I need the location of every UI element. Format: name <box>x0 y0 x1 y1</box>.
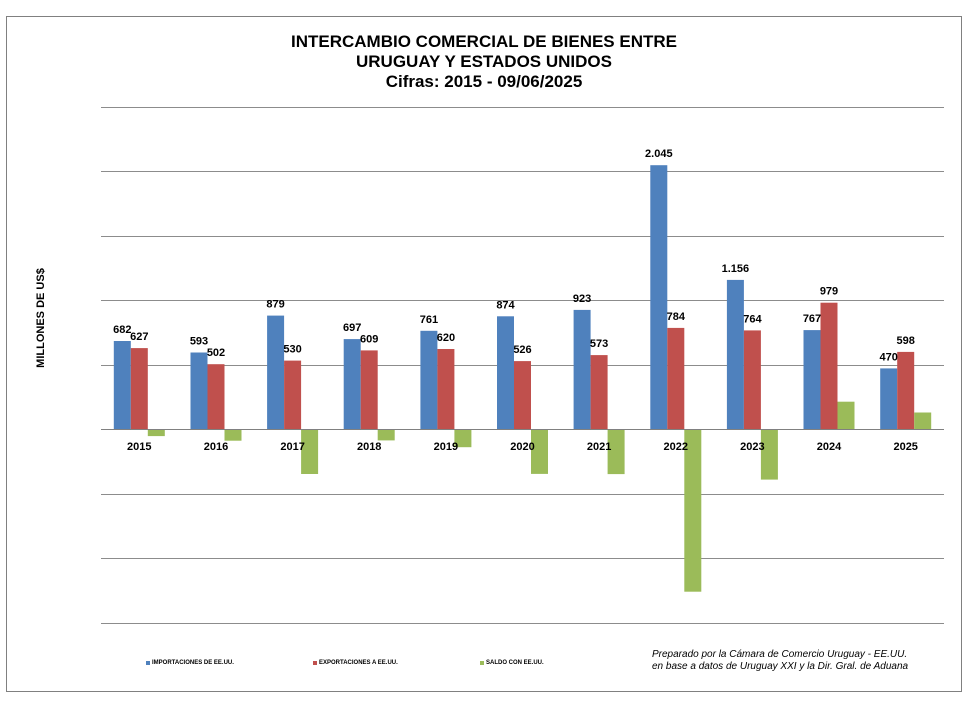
bar-exports-2020 <box>514 361 531 429</box>
data-label-exports-2019: 620 <box>437 332 455 344</box>
bar-balance-2021 <box>607 429 625 475</box>
x-tick-label-2020: 2020 <box>510 441 534 453</box>
chart-title-line-2: URUGUAY Y ESTADOS UNIDOS <box>355 52 612 71</box>
bar-imports-2017 <box>267 315 285 429</box>
bar-exports-2024 <box>820 302 838 429</box>
legend-label-imports: IMPORTACIONES DE EE.UU. <box>152 660 234 666</box>
data-label-exports-2021: 573 <box>590 338 608 350</box>
data-label-imports-2025: 470 <box>880 351 898 363</box>
legend-swatch-balance <box>480 661 484 665</box>
bar-balance-2018 <box>377 429 395 441</box>
data-label-imports-2022: 2.045 <box>645 148 673 160</box>
bar-imports-2016 <box>190 352 208 429</box>
data-label-imports-2017: 879 <box>266 299 284 311</box>
bar-imports-2024 <box>803 330 821 429</box>
data-label-imports-2016: 593 <box>190 336 208 348</box>
data-label-imports-2019: 761 <box>420 314 438 326</box>
data-label-imports-2021: 923 <box>573 293 591 305</box>
bar-exports-2017 <box>284 360 302 429</box>
bar-exports-2015 <box>130 348 148 429</box>
bar-balance-2024 <box>837 401 855 429</box>
legend-label-balance: SALDO CON EE.UU. <box>486 660 544 666</box>
x-tick-label-2022: 2022 <box>664 441 688 453</box>
x-tick-label-2016: 2016 <box>204 441 228 453</box>
data-label-imports-2020: 874 <box>496 299 515 311</box>
source-note-line-2: en base a datos de Uruguay XXI y la Dir.… <box>652 661 909 672</box>
data-label-exports-2025: 598 <box>897 335 915 347</box>
bar-balance-2015 <box>147 429 165 437</box>
bar-imports-2018 <box>343 339 361 429</box>
legend-item-exports: EXPORTACIONES A EE.UU. <box>313 660 398 666</box>
bar-exports-2016 <box>207 364 225 429</box>
legend-label-exports: EXPORTACIONES A EE.UU. <box>319 660 398 666</box>
bar-balance-2019 <box>454 429 472 448</box>
bar-balance-2016 <box>224 429 242 441</box>
data-label-exports-2018: 609 <box>360 333 378 345</box>
bar-exports-2023 <box>743 330 761 429</box>
data-label-exports-2023: 764 <box>743 313 762 325</box>
data-label-exports-2015: 627 <box>130 331 148 343</box>
data-label-exports-2024: 979 <box>820 286 838 298</box>
bar-imports-2021 <box>573 309 591 429</box>
data-label-imports-2024: 767 <box>803 313 821 325</box>
source-note-line-1: Preparado por la Cámara de Comercio Urug… <box>652 649 908 660</box>
bar-imports-2025 <box>880 368 898 429</box>
x-tick-label-2021: 2021 <box>587 441 611 453</box>
data-label-exports-2020: 526 <box>513 344 531 356</box>
legend-swatch-exports <box>313 661 317 665</box>
bar-exports-2021 <box>590 355 608 429</box>
bar-exports-2022 <box>667 327 685 429</box>
bar-imports-2022 <box>650 165 668 429</box>
x-tick-label-2025: 2025 <box>893 441 917 453</box>
bar-balance-2023 <box>760 429 778 480</box>
bar-balance-2017 <box>301 429 319 474</box>
x-tick-label-2018: 2018 <box>357 441 381 453</box>
chart-subtitle: Cifras: 2015 - 09/06/2025 <box>385 72 583 91</box>
x-tick-label-2024: 2024 <box>817 441 842 453</box>
legend-item-balance: SALDO CON EE.UU. <box>480 660 544 666</box>
bar-imports-2019 <box>420 330 438 429</box>
data-label-imports-2023: 1.156 <box>722 263 750 275</box>
chart-frame <box>6 16 962 692</box>
bar-exports-2019 <box>437 349 455 429</box>
bar-balance-2020 <box>531 429 548 474</box>
x-tick-label-2023: 2023 <box>740 441 764 453</box>
bar-balance-2025 <box>914 412 932 429</box>
bar-imports-2015 <box>113 341 131 429</box>
data-label-imports-2018: 697 <box>343 322 361 334</box>
bar-imports-2023 <box>726 279 744 429</box>
legend-item-imports: IMPORTACIONES DE EE.UU. <box>146 660 234 666</box>
data-label-exports-2017: 530 <box>283 344 301 356</box>
data-label-exports-2016: 502 <box>207 347 225 359</box>
x-tick-label-2017: 2017 <box>280 441 304 453</box>
data-label-imports-2015: 682 <box>113 324 131 336</box>
x-tick-label-2015: 2015 <box>127 441 151 453</box>
bar-exports-2025 <box>897 351 915 429</box>
bar-balance-2022 <box>684 429 702 592</box>
bar-imports-2020 <box>497 316 514 429</box>
legend-swatch-imports <box>146 661 150 665</box>
x-tick-label-2019: 2019 <box>434 441 458 453</box>
data-label-exports-2022: 784 <box>667 311 686 323</box>
bar-exports-2018 <box>360 350 378 429</box>
chart-title-line-1: INTERCAMBIO COMERCIAL DE BIENES ENTRE <box>291 32 677 51</box>
